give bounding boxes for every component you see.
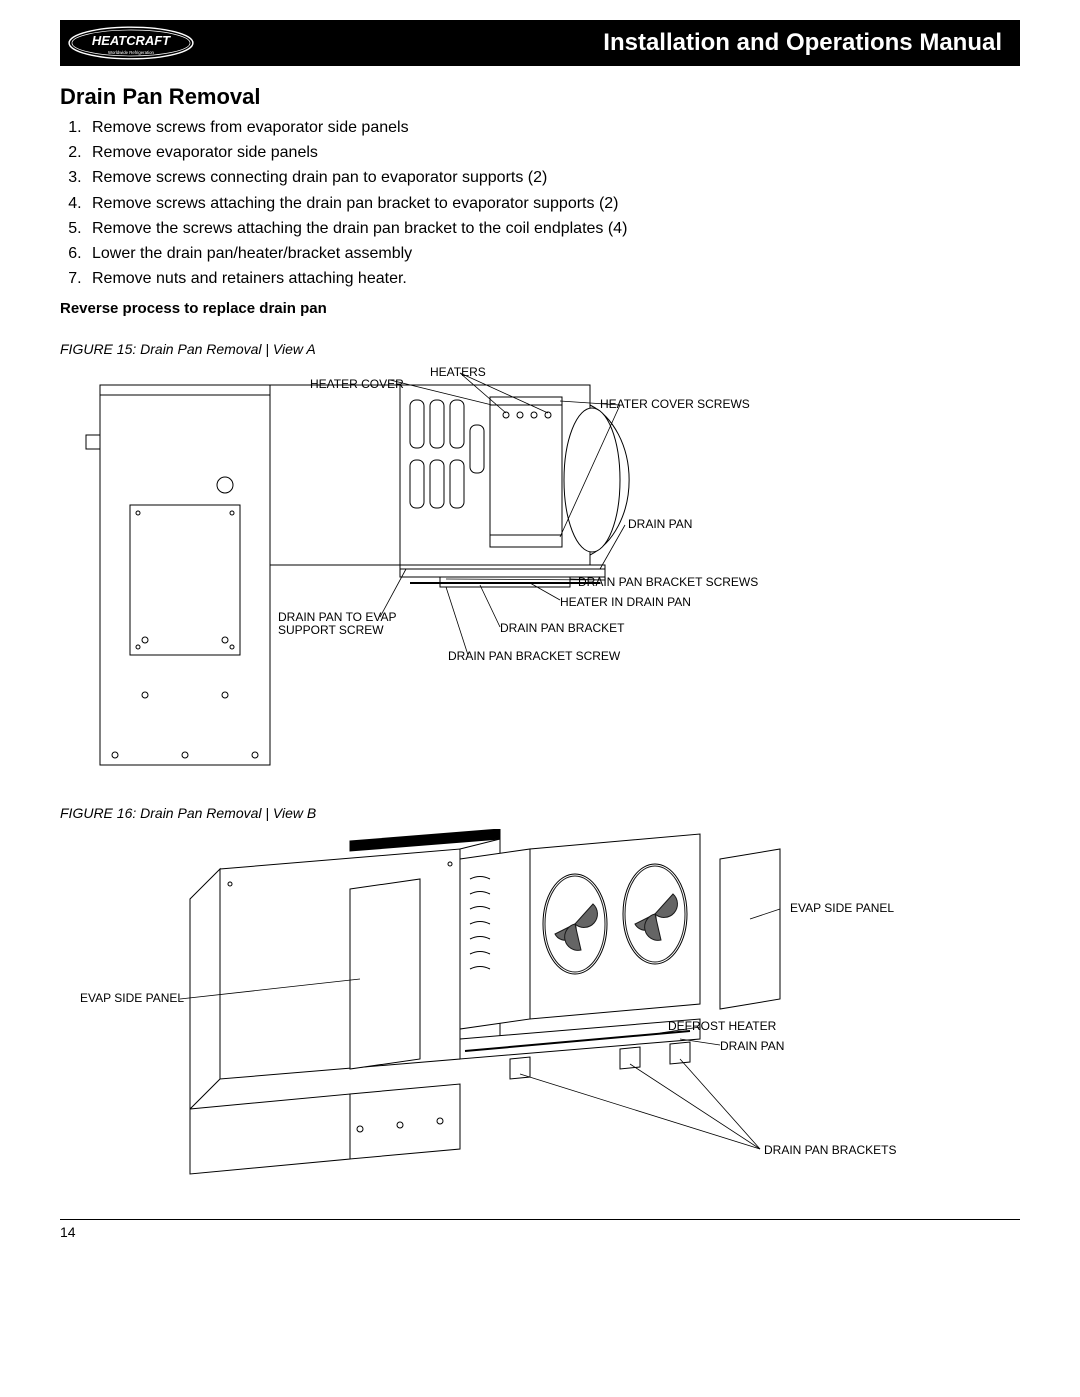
callout-evap-side-panel-l: EVAP SIDE PANEL	[80, 991, 184, 1005]
callout-drain-pan-bracket-screw: DRAIN PAN BRACKET SCREW	[448, 649, 620, 663]
step-item: Remove nuts and retainers attaching heat…	[86, 267, 646, 290]
page-number: 14	[60, 1219, 1020, 1240]
callout-drain-pan-16: DRAIN PAN	[720, 1039, 784, 1053]
step-item: Remove evaporator side panels	[86, 141, 646, 164]
step-item: Lower the drain pan/heater/bracket assem…	[86, 242, 646, 265]
callout-dp-evap-l2: SUPPORT SCREW	[278, 623, 384, 637]
figure16-svg	[60, 829, 960, 1189]
figure15-caption: FIGURE 15: Drain Pan Removal | View A	[60, 341, 1020, 357]
callout-heater-cover-screws: HEATER COVER SCREWS	[600, 397, 750, 411]
step-item: Remove screws from evaporator side panel…	[86, 116, 646, 139]
brand-logo: HEATCRAFT Worldwide Refrigeration	[66, 25, 196, 61]
callout-heaters: HEATERS	[430, 365, 486, 379]
callout-dp-evap-l1: DRAIN PAN TO EVAP	[278, 610, 396, 624]
step-item: Remove screws connecting drain pan to ev…	[86, 166, 646, 189]
callout-heater-in-drain-pan: HEATER IN DRAIN PAN	[560, 595, 691, 609]
brand-subtext: Worldwide Refrigeration	[108, 50, 155, 55]
callout-heater-cover: HEATER COVER	[310, 377, 404, 391]
callout-drain-pan-bracket: DRAIN PAN BRACKET	[500, 621, 624, 635]
callout-evap-side-panel-r: EVAP SIDE PANEL	[790, 901, 894, 915]
manual-page: HEATCRAFT Worldwide Refrigeration Instal…	[0, 0, 1080, 1260]
reverse-note: Reverse process to replace drain pan	[60, 300, 1020, 317]
callout-drain-pan-brackets: DRAIN PAN BRACKETS	[764, 1143, 896, 1157]
page-header: HEATCRAFT Worldwide Refrigeration Instal…	[60, 20, 1020, 66]
step-item: Remove the screws attaching the drain pa…	[86, 217, 646, 240]
callout-defrost-heater: DEFROST HEATER	[668, 1019, 776, 1033]
callout-drain-pan: DRAIN PAN	[628, 517, 692, 531]
brand-text: HEATCRAFT	[92, 33, 171, 48]
callout-drain-pan-bracket-screws: DRAIN PAN BRACKET SCREWS	[578, 575, 758, 589]
section-title: Drain Pan Removal	[60, 84, 1020, 110]
figure15: HEATERS HEATER COVER HEATER COVER SCREWS…	[60, 365, 960, 775]
figure15-svg	[60, 365, 780, 775]
header-title: Installation and Operations Manual	[603, 29, 1002, 57]
figure16-caption: FIGURE 16: Drain Pan Removal | View B	[60, 805, 1020, 821]
step-item: Remove screws attaching the drain pan br…	[86, 192, 646, 215]
figure16: EVAP SIDE PANEL EVAP SIDE PANEL DEFROST …	[60, 829, 960, 1189]
steps-list: Remove screws from evaporator side panel…	[86, 116, 646, 290]
